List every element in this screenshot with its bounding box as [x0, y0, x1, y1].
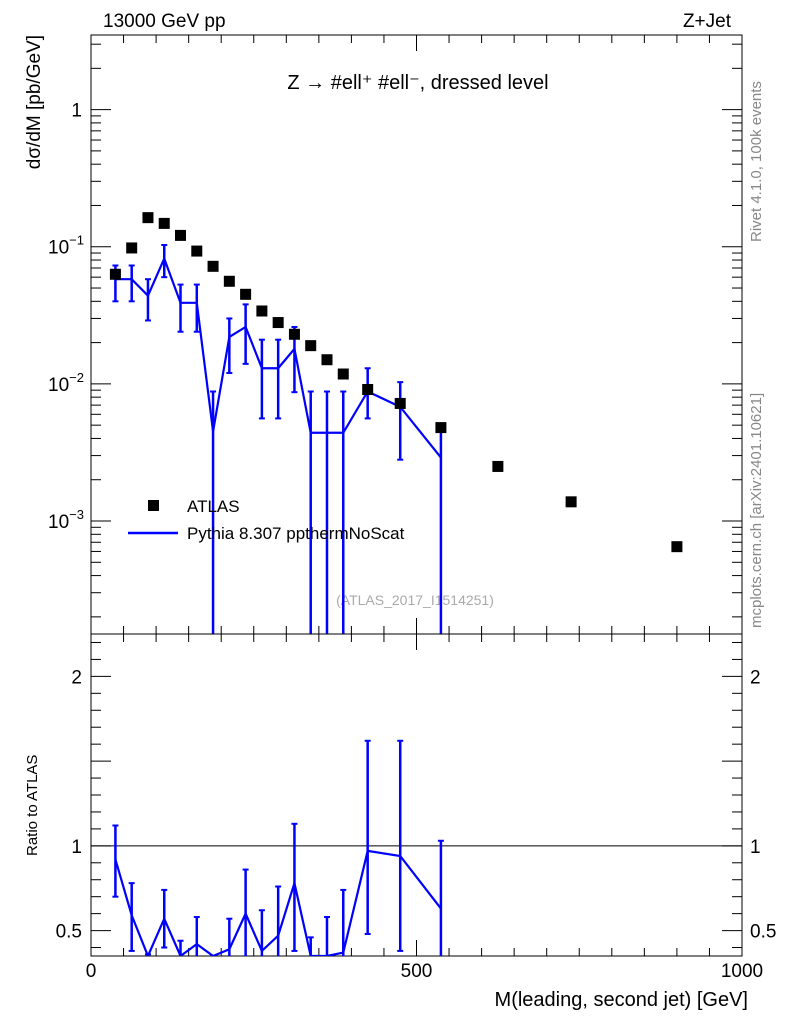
atlas-data-point	[126, 242, 138, 254]
main-plot-frame	[90, 34, 743, 635]
pythia-line	[115, 255, 442, 459]
atlas-data-point	[109, 268, 121, 280]
ratio-y-tick-label-right: 0.5	[750, 922, 776, 943]
atlas-series-main	[109, 212, 683, 553]
main-panel: 110−110−210−3 Z → #ell⁺ #ell⁻, dressed l…	[24, 34, 743, 635]
y-tick-label-base: 10	[48, 238, 69, 259]
y-tick-label-exponent: −1	[69, 233, 84, 248]
atlas-data-point	[158, 217, 170, 229]
ratio-panel: 0.5 0.5 1 1 2 2 0 500 1000 Ratio to ATLAS M(lea…	[24, 633, 777, 1011]
atlas-data-point	[565, 496, 577, 508]
y-tick-label-exponent: −3	[69, 507, 84, 522]
x-tick-label: 0	[86, 961, 97, 982]
atlas-data-point	[321, 354, 333, 366]
atlas-data-point	[305, 340, 317, 352]
ratio-line	[114, 849, 442, 956]
y-tick-label-exponent: −2	[69, 370, 84, 385]
ratio-y-tick-label-right: 2	[750, 667, 761, 688]
y-tick-label: 10−3	[48, 507, 84, 533]
ratio-y-tick-label: 0.5	[56, 922, 82, 943]
main-y-tick-labels: 110−110−210−3	[48, 101, 84, 533]
y-tick-label: 10−1	[48, 233, 84, 259]
y-tick-label: 1	[71, 101, 82, 122]
x-tick-labels: 0 500 1000	[86, 961, 763, 982]
atlas-data-point	[435, 422, 447, 434]
main-x-ticks	[90, 35, 743, 634]
ratio-y-ticks	[91, 641, 742, 949]
ratio-y-tick-labels: 0.5 0.5 1 1 2 2	[56, 667, 777, 942]
ratio-y-tick-label: 1	[71, 837, 82, 858]
pythia-series-main	[112, 243, 444, 634]
atlas-data-point	[223, 275, 235, 287]
mcplots-label: mcplots.cern.ch [arXiv:2401.10621]	[748, 393, 765, 628]
atlas-data-point	[272, 317, 284, 329]
y-tick-label: 10−2	[48, 370, 84, 396]
ratio-y-tick-label: 2	[71, 667, 82, 688]
legend-atlas-marker	[148, 500, 159, 511]
rivet-version-label: Rivet 4.1.0, 100k events	[748, 81, 765, 242]
atlas-data-point	[492, 460, 504, 472]
atlas-data-point	[207, 260, 219, 272]
atlas-data-point	[142, 212, 154, 224]
atlas-data-point	[362, 383, 374, 395]
y-tick-label-base: 10	[48, 512, 69, 533]
atlas-data-point	[256, 305, 268, 317]
legend: ATLAS Pythia 8.307 ppthermNoScat	[128, 497, 405, 543]
atlas-data-point	[240, 288, 252, 300]
y-tick-label-base: 10	[48, 375, 69, 396]
atlas-data-point	[191, 245, 203, 257]
atlas-data-point	[288, 328, 300, 340]
x-tick-label: 1000	[721, 961, 763, 982]
main-y-ticks	[91, 43, 742, 618]
header-left-label: 13000 GeV pp	[103, 11, 226, 32]
x-axis-label: M(leading, second jet) [GeV]	[495, 989, 748, 1011]
atlas-data-point	[337, 368, 349, 380]
ratio-y-axis-label: Ratio to ATLAS	[24, 755, 41, 856]
legend-atlas-label: ATLAS	[187, 497, 240, 516]
atlas-data-point	[671, 541, 683, 553]
pythia-series-ratio	[91, 739, 742, 956]
x-tick-label: 500	[401, 961, 433, 982]
header-right-label: Z+Jet	[683, 11, 732, 32]
ratio-y-tick-label-right: 1	[750, 837, 761, 858]
ratio-plot-frame	[90, 633, 743, 957]
main-title: Z → #ell⁺ #ell⁻, dressed level	[287, 72, 548, 94]
ratio-x-ticks	[90, 634, 743, 956]
analysis-watermark: (ATLAS_2017_I1514251)	[336, 592, 494, 608]
atlas-data-point	[394, 397, 406, 409]
atlas-data-point	[175, 229, 187, 241]
main-y-axis-label: dσ/dM [pb/GeV]	[24, 35, 45, 169]
legend-pythia-label: Pythia 8.307 ppthermNoScat	[187, 524, 405, 543]
